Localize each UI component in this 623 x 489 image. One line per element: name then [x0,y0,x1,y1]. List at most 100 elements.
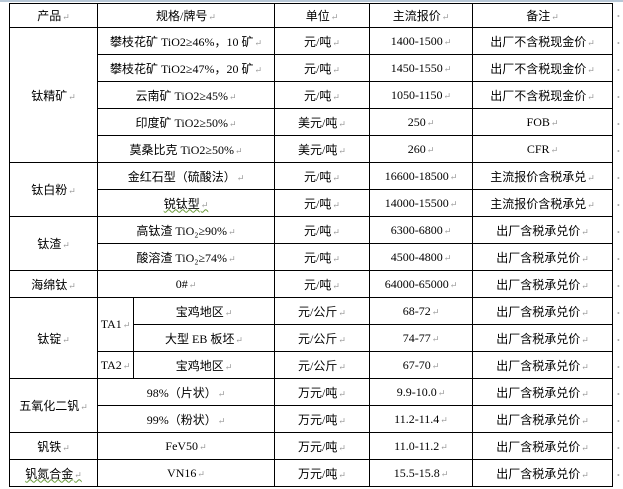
price-cell: 1450-1550 [369,54,473,82]
note-cell: 出厂含税承兑价 [472,351,613,379]
spec-cell: 99%（粉状） [97,405,275,433]
row-end-mark: • [617,309,620,318]
product-cell: 钒铁 [9,432,98,460]
table-row: TA2宝鸡地区元/公斤67-70出厂含税承兑价 [10,351,613,379]
table-row: 云南矿 TiO2≥45%元/吨1050-1150出厂不含税现金价 [10,81,613,109]
header-product: 产品 [9,3,98,28]
row-end-mark: • [617,282,620,291]
row-end-mark: • [617,12,620,21]
product-cell: 钛锭 [9,297,98,379]
table-row: 攀枝花矿 TiO2≥47%，20 矿元/吨1450-1550出厂不含税现金价 [10,54,613,82]
unit-cell: 元/吨 [274,54,370,82]
product-cell: 钒氮合金 [9,459,98,487]
table-row: 钒氮合金VN16万元/吨15.5-15.8出厂含税承兑价 [9,459,613,487]
row-end-mark: • [617,336,620,345]
unit-cell: 元/吨 [274,216,370,244]
row-end-mark: • [617,147,620,156]
unit-cell: 元/公斤 [274,351,370,379]
price-cell: 11.2-11.4 [369,405,473,433]
price-table: 产品 规格/牌号 单位 主流报价 备注 钛精矿攀枝花矿 TiO2≥46%，10 … [9,3,613,487]
note-cell: 出厂不含税现金价 [472,27,613,55]
spec-cell: 攀枝花矿 TiO2≥47%，20 矿 [97,54,275,82]
spec-cell: 锐钛型 [97,189,275,217]
table-row: 莫桑比克 TiO2≥50%美元/吨260CFR [10,135,613,163]
price-cell: 15.5-15.8 [369,459,473,487]
note-cell: 出厂不含税现金价 [472,81,613,109]
row-end-mark: • [617,444,620,453]
paragraph-marks: • • • • • • • • • • • • • • • • • • [617,3,623,489]
unit-cell: 元/吨 [274,27,370,55]
price-cell: 16600-18500 [369,162,473,190]
row-end-mark: • [617,201,620,210]
unit-cell: 元/吨 [274,189,370,217]
document-top-border [0,0,623,2]
note-cell: FOB [472,108,613,136]
table-row: 海绵钛0#元/吨64000-65000出厂含税承兑价 [9,270,613,298]
product-cell: 钛渣 [9,216,98,271]
price-cell: 9.9-10.0 [369,378,473,406]
note-cell: 主流报价含税承兑 [472,162,613,190]
row-end-mark: • [617,66,620,75]
table-row: 钛锭TA1宝鸡地区元/公斤68-72出厂含税承兑价 [9,297,613,379]
note-cell: 出厂含税承兑价 [472,270,613,298]
row-end-mark: • [617,93,620,102]
unit-cell: 万元/吨 [274,378,370,406]
row-end-mark: • [617,255,620,264]
price-cell: 11.0-11.2 [369,432,473,460]
spec-cell: 0# [97,270,275,298]
note-cell: 出厂含税承兑价 [472,378,613,406]
price-cell: 67-70 [369,351,473,379]
unit-cell: 万元/吨 [274,459,370,487]
spec-cell: 高钛渣 TiO₂≥90% [97,216,275,244]
grade-cell: TA1 [97,297,134,352]
grade-cell: TA2 [97,351,134,379]
product-cell: 海绵钛 [9,270,98,298]
price-cell: 250 [369,108,473,136]
spec-cell: 云南矿 TiO2≥45% [97,81,275,109]
header-note: 备注 [472,3,613,28]
row-end-mark: • [617,174,620,183]
product-cell: 钛精矿 [9,27,98,163]
table-row: 印度矿 TiO2≥50%美元/吨250FOB [10,108,613,136]
table-row: 酸溶渣 TiO₂≥74%元/吨4500-4800出厂含税承兑价 [10,243,613,271]
unit-cell: 万元/吨 [274,405,370,433]
unit-cell: 美元/吨 [274,135,370,163]
table-row: 钒铁FeV50万元/吨11.0-11.2出厂含税承兑价 [9,432,613,460]
price-cell: 74-77 [369,324,473,352]
unit-cell: 万元/吨 [274,432,370,460]
spec-cell: 宝鸡地区 [133,297,275,325]
note-cell: 出厂含税承兑价 [472,297,613,325]
spec-cell: 印度矿 TiO2≥50% [97,108,275,136]
note-cell: 出厂含税承兑价 [472,243,613,271]
note-cell: 出厂含税承兑价 [472,405,613,433]
header-spec: 规格/牌号 [97,3,275,28]
unit-cell: 元/吨 [274,81,370,109]
note-cell: 出厂含税承兑价 [472,432,613,460]
spec-cell: 酸溶渣 TiO₂≥74% [97,243,275,271]
unit-cell: 元/吨 [274,162,370,190]
note-cell: 主流报价含税承兑 [472,189,613,217]
price-cell: 1400-1500 [369,27,473,55]
price-cell: 14000-15500 [369,189,473,217]
price-cell: 260 [369,135,473,163]
price-cell: 6300-6800 [369,216,473,244]
price-cell: 64000-65000 [369,270,473,298]
product-cell: 五氧化二钒 [9,378,98,433]
spec-cell: 宝鸡地区 [133,351,275,379]
note-cell: 出厂含税承兑价 [472,324,613,352]
spec-cell: 莫桑比克 TiO2≥50% [97,135,275,163]
price-cell: 1050-1150 [369,81,473,109]
spec-cell: 大型 EB 板坯 [133,324,275,352]
table-row: 大型 EB 板坯元/公斤74-77出厂含税承兑价 [10,324,613,352]
row-end-mark: • [617,471,620,480]
row-end-mark: • [617,39,620,48]
table-row: 钛精矿攀枝花矿 TiO2≥46%，10 矿元/吨1400-1500出厂不含税现金… [9,27,613,163]
table-row: 钛白粉金红石型（硫酸法）元/吨16600-18500主流报价含税承兑 [9,162,613,217]
row-end-mark: • [617,417,620,426]
header-price: 主流报价 [369,3,473,28]
row-end-mark: • [617,228,620,237]
table-header-row: 产品 规格/牌号 单位 主流报价 备注 [9,3,613,28]
table-row: 99%（粉状）万元/吨11.2-11.4出厂含税承兑价 [10,405,613,433]
spec-cell: 金红石型（硫酸法） [97,162,275,190]
table-row: 五氧化二钒98%（片状）万元/吨9.9-10.0出厂含税承兑价 [9,378,613,433]
